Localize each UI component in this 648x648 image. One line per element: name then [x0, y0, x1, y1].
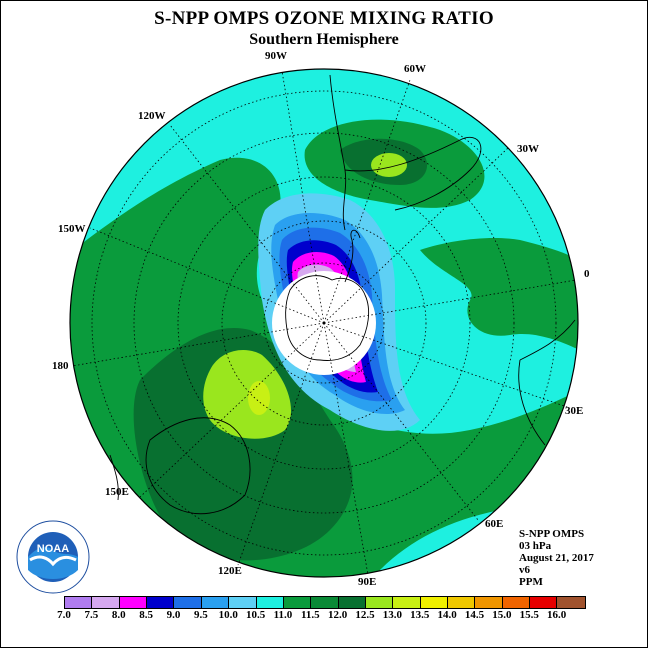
colorbar-swatch: [174, 597, 202, 608]
colorbar-swatch: [365, 597, 394, 608]
colorbar-swatch: [448, 597, 476, 608]
new-zealand-coast: [109, 454, 119, 501]
lon-label-30w: 30W: [517, 143, 539, 155]
antarctic-peninsula: [344, 229, 361, 283]
info-instrument: S-NPP OMPS: [519, 528, 585, 540]
info-units: PPM: [519, 576, 543, 588]
lon-label-60w: 60W: [404, 63, 426, 75]
colorbar-tick-label: 9.0: [166, 609, 181, 621]
map-title: S-NPP OMPS OZONE MIXING RATIO: [154, 8, 494, 29]
lon-label-120w: 120W: [138, 110, 166, 122]
colorbar-tick-label: 8.0: [111, 609, 126, 621]
colorbar-tick-label: 13.5: [410, 609, 430, 621]
graticule: [71, 70, 577, 576]
colorbar-swatch: [502, 597, 531, 608]
coastlines: [109, 74, 576, 515]
colorbar-swatch: [393, 597, 421, 608]
colorbar-swatch: [530, 597, 558, 608]
ozone-field: [70, 69, 578, 577]
map-subtitle: Southern Hemisphere: [249, 31, 399, 48]
colorbar-tick-label: 9.5: [193, 609, 208, 621]
colorbar-swatch: [65, 597, 93, 608]
info-date: August 21, 2017: [519, 552, 594, 564]
colorbar-ticks: 7.0 7.5 8.0 8.5 9.0 9.5 10.0 10.5 11.0 11.5 12.0 12…: [57, 609, 584, 623]
colorbar: [64, 596, 586, 609]
colorbar-tick-label: 12.0: [328, 609, 348, 621]
lon-label-30e: 30E: [565, 405, 584, 417]
info-pressure: 03 hPa: [519, 540, 552, 552]
colorbar-tick-label: 7.5: [84, 609, 99, 621]
colorbar-tick-label: 14.0: [437, 609, 457, 621]
lon-label-150e: 150E: [105, 486, 129, 498]
colorbar-swatch: [201, 597, 230, 608]
colorbar-swatch: [119, 597, 148, 608]
product-info: S-NPP OMPS 03 hPa August 21, 2017 v6 PPM: [519, 528, 594, 588]
colorbar-tick-label: 8.5: [139, 609, 153, 621]
colorbar-swatch: [256, 597, 284, 608]
colorbar-swatch: [557, 597, 585, 608]
colorbar-swatch: [147, 597, 175, 608]
colorbar-swatch: [420, 597, 449, 608]
colorbar-tick-label: 15.5: [519, 609, 539, 621]
colorbar-swatch: [92, 597, 120, 608]
colorbar-tick-label: 11.0: [273, 609, 293, 621]
colorbar-tick-label: 7.0: [57, 609, 71, 621]
antarctica-coast: [285, 275, 370, 361]
field-green-east: [420, 238, 578, 360]
field-lime-top: [371, 153, 407, 177]
map-outline: [69, 68, 579, 578]
noaa-logo: NOAA: [16, 520, 90, 594]
lon-label-90w: 90W: [265, 50, 287, 62]
info-version: v6: [519, 564, 530, 576]
australia-coast: [145, 417, 251, 515]
logo-text: NOAA: [37, 543, 69, 555]
lon-label-180: 180: [52, 360, 69, 372]
lon-label-120e: 120E: [218, 565, 242, 577]
colorbar-tick-label: 11.5: [300, 609, 320, 621]
colorbar-swatch: [311, 597, 339, 608]
lon-label-150w: 150W: [58, 223, 86, 235]
field-yellow-green: [248, 381, 270, 415]
colorbar-tick-label: 15.0: [492, 609, 512, 621]
lon-label-60e: 60E: [485, 518, 504, 530]
colorbar-tick-label: 14.5: [464, 609, 485, 621]
colorbar-tick-label: 10.5: [245, 609, 266, 621]
colorbar-tick-label: 13.0: [382, 609, 403, 621]
colorbar-swatch: [283, 597, 312, 608]
colorbar-tick-label: 16.0: [547, 609, 567, 621]
field-dark-green: [133, 328, 353, 561]
lon-label-0: 0: [584, 268, 590, 280]
pole-marker: [322, 321, 326, 325]
africa-coast: [518, 319, 576, 446]
colorbar-swatch: [229, 597, 257, 608]
south-america-coast: [329, 74, 482, 231]
colorbar-swatch: [338, 597, 366, 608]
colorbar-swatch: [475, 597, 503, 608]
lon-label-90e: 90E: [358, 576, 377, 588]
colorbar-tick-label: 10.0: [218, 609, 238, 621]
colorbar-tick-label: 12.5: [355, 609, 375, 621]
